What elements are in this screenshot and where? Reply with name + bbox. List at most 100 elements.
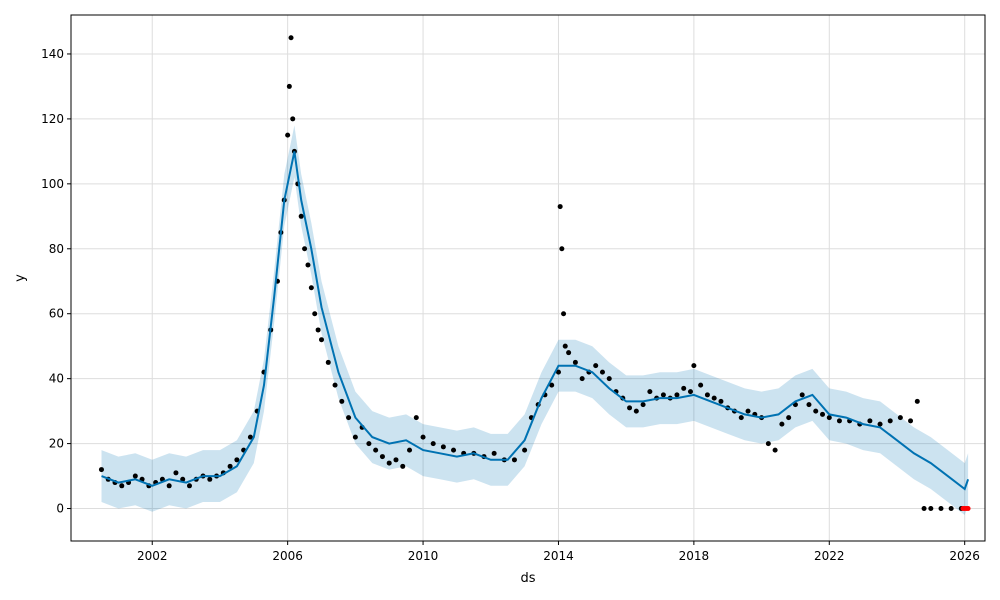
observed-point (511, 457, 517, 463)
observed-point (290, 116, 296, 122)
observed-point (430, 441, 436, 447)
observed-point (491, 450, 497, 456)
uncertainty-area (101, 125, 969, 516)
observed-point (522, 447, 528, 453)
observed-point (346, 415, 352, 421)
observed-point (928, 506, 934, 512)
observed-point (298, 213, 304, 219)
y-tick-label: 100 (41, 177, 64, 191)
observed-point (640, 402, 646, 408)
observed-point (557, 204, 563, 210)
observed-point (826, 415, 832, 421)
observed-point (562, 343, 568, 349)
observed-point (386, 460, 392, 466)
y-axis-ticks: 0 20 40 60 80 100 120 140 (41, 47, 71, 516)
uncertainty-band (101, 125, 969, 516)
x-tick-label: 2014 (543, 549, 574, 563)
observed-point (325, 359, 331, 365)
observed-point (633, 408, 639, 414)
observed-point (549, 382, 555, 388)
observed-point (593, 363, 599, 369)
observed-point (440, 444, 446, 450)
observed-point (98, 467, 104, 473)
observed-point (566, 350, 572, 356)
observed-point (180, 476, 186, 482)
observed-point (698, 382, 704, 388)
observed-point (765, 441, 771, 447)
observed-point (315, 327, 321, 333)
observed-point (704, 392, 710, 398)
x-axis-ticks: 2002 2006 2010 2014 2018 2022 2026 (137, 541, 980, 563)
observed-point (914, 398, 920, 404)
y-tick-label: 0 (56, 502, 64, 516)
observed-point (305, 262, 311, 268)
observed-point (312, 311, 318, 317)
x-axis-label: ds (520, 571, 535, 586)
observed-point (938, 506, 944, 512)
observed-point (352, 434, 358, 440)
observed-point (921, 506, 927, 512)
grid-lines (71, 15, 985, 541)
observed-point (339, 398, 345, 404)
observed-point (887, 418, 893, 424)
observed-point (627, 405, 633, 411)
observed-point (407, 447, 413, 453)
observed-point (234, 457, 240, 463)
y-tick-label: 80 (49, 242, 64, 256)
observed-point (579, 376, 585, 382)
highlight-point (965, 506, 971, 512)
observed-point (393, 457, 399, 463)
observed-point (867, 418, 873, 424)
observed-point (227, 463, 233, 469)
observed-point (772, 447, 778, 453)
observed-point (572, 359, 578, 365)
observed-point (555, 369, 561, 375)
x-tick-label: 2026 (949, 549, 980, 563)
observed-point (681, 385, 687, 391)
observed-point (836, 418, 842, 424)
observed-point (691, 363, 697, 369)
observed-point (786, 415, 792, 421)
observed-point (285, 132, 291, 138)
x-tick-label: 2006 (272, 549, 303, 563)
observed-point (413, 415, 419, 421)
observed-point (186, 483, 192, 489)
observed-point (332, 382, 338, 388)
x-tick-label: 2002 (137, 549, 168, 563)
observed-point (908, 418, 914, 424)
observed-point (559, 246, 565, 252)
forecast-line (101, 151, 970, 491)
observed-point (738, 415, 744, 421)
x-tick-label: 2022 (814, 549, 845, 563)
observed-point (687, 389, 693, 395)
observed-point (288, 35, 294, 41)
observed-point (400, 463, 406, 469)
observed-point (718, 398, 724, 404)
y-axis-label: y (13, 274, 28, 282)
observed-point (366, 441, 372, 447)
observed-point (711, 395, 717, 401)
observed-point (207, 476, 213, 482)
y-tick-label: 60 (49, 307, 64, 321)
observed-point (166, 483, 172, 489)
observed-point (420, 434, 426, 440)
plot-frame (70, 14, 986, 542)
observed-point (779, 421, 785, 427)
forecast-path (101, 151, 970, 491)
observed-point (119, 483, 125, 489)
observed-point (599, 369, 605, 375)
observed-point (745, 408, 751, 414)
observed-point (647, 389, 653, 395)
observed-point (302, 246, 308, 252)
observed-point (674, 392, 680, 398)
observed-point (308, 285, 314, 291)
observed-point (813, 408, 819, 414)
y-tick-label: 120 (41, 112, 64, 126)
y-tick-label: 20 (49, 437, 64, 451)
observed-point (173, 470, 179, 476)
observed-point (660, 392, 666, 398)
observed-point (897, 415, 903, 421)
observed-point (451, 447, 457, 453)
observed-point (132, 473, 138, 479)
